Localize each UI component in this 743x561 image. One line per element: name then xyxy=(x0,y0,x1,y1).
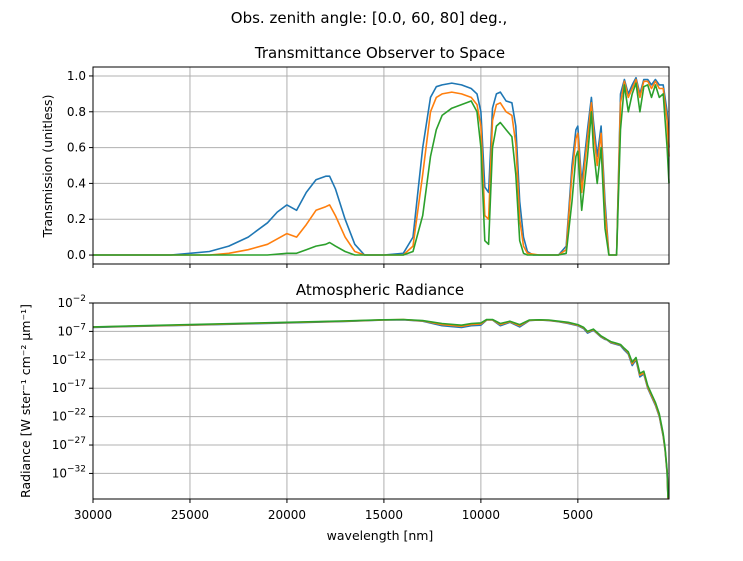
radiance-y-tick-label: 10−17 xyxy=(52,379,86,395)
radiance-y-tick-label: 10−32 xyxy=(52,464,86,480)
radiance-y-ticks: 10−2 10−7 10−12 10−17 10−22 10−27 10−32 xyxy=(52,294,93,480)
transmittance-y-tick-label: 0.0 xyxy=(67,248,86,262)
radiance-y-tick-label: 10−2 xyxy=(57,294,86,310)
radiance-x-tick-label: 25000 xyxy=(171,508,209,522)
radiance-x-tick-label: 30000 xyxy=(74,508,112,522)
radiance-title: Atmospheric Radiance xyxy=(296,281,464,299)
transmittance-series-line-1 xyxy=(93,78,670,256)
transmittance-series-line-2 xyxy=(93,82,670,256)
transmittance-y-tick-label: 0.2 xyxy=(67,212,86,226)
radiance-y-tick-label: 10−22 xyxy=(52,408,86,424)
radiance-x-tick-label: 20000 xyxy=(268,508,306,522)
transmittance-y-tick-label: 0.4 xyxy=(67,176,86,190)
radiance-y-tick-label: 10−12 xyxy=(52,351,86,367)
transmittance-axes-frame xyxy=(92,66,670,265)
transmittance-panel: Transmittance Observer to Space 0.00.20.… xyxy=(40,44,670,268)
transmittance-series xyxy=(93,76,670,256)
radiance-x-tick-label: 15000 xyxy=(365,508,403,522)
transmittance-title: Transmittance Observer to Space xyxy=(254,44,505,62)
radiance-panel: Atmospheric Radiance 30000 25000 20000 1500… xyxy=(18,281,670,543)
transmittance-y-tick-label: 0.6 xyxy=(67,141,86,155)
radiance-x-tick-label: 5000 xyxy=(563,508,594,522)
radiance-y-tick-label: 10−27 xyxy=(52,436,86,452)
radiance-series xyxy=(92,318,669,500)
transmittance-y-label: Transmission (unitless) xyxy=(40,95,55,239)
radiance-x-label: wavelength [nm] xyxy=(327,528,434,543)
transmittance-x-ticks xyxy=(92,264,579,268)
radiance-y-tick-label: 10−7 xyxy=(57,322,86,338)
radiance-series-line-2 xyxy=(92,318,669,498)
transmittance-y-tick-label: 1.0 xyxy=(67,69,86,83)
transmittance-y-tick-label: 0.8 xyxy=(67,105,86,119)
radiance-y-label: Radiance [W ster⁻¹ cm⁻² μm⁻¹] xyxy=(18,304,33,498)
transmittance-y-ticks: 0.0 0.2 0.4 0.6 0.8 1.0 xyxy=(67,69,93,262)
radiance-x-ticks: 30000 25000 20000 15000 10000 5000 xyxy=(74,499,593,522)
figure-suptitle: Obs. zenith angle: [0.0, 60, 80] deg., xyxy=(231,9,507,27)
radiance-x-tick-label: 10000 xyxy=(462,508,500,522)
radiance-axes-frame xyxy=(92,302,670,500)
